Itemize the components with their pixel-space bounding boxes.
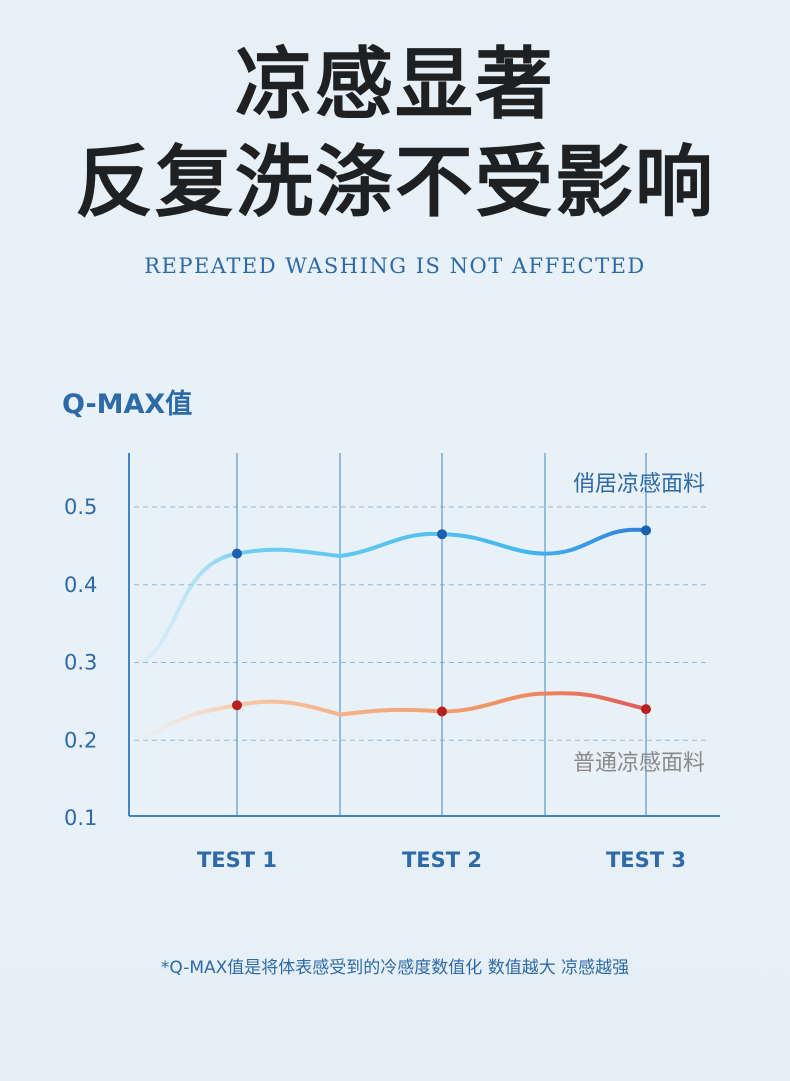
y-tick-label: 0.5 [64, 495, 97, 519]
data-point [437, 529, 447, 540]
data-point [641, 704, 651, 715]
x-tick-label: TEST 2 [402, 848, 482, 872]
data-point [232, 548, 242, 559]
y-tick-label: 0.4 [64, 573, 97, 597]
series-label-2: 普通凉感面料 [573, 751, 705, 776]
y-tick-label: 0.3 [64, 651, 97, 675]
x-tick-label: TEST 3 [606, 848, 686, 872]
x-tick-label: TEST 1 [197, 848, 277, 872]
y-tick-label: 0.1 [64, 806, 97, 830]
subtitle: REPEATED WASHING IS NOT AFFECTED [144, 254, 646, 278]
y-axis-title: Q-MAX值 [62, 389, 193, 420]
y-tick-label: 0.2 [64, 728, 97, 752]
headline-line-2: 反复洗涤不受影响 [74, 137, 715, 228]
data-point [232, 700, 242, 711]
series-line [138, 691, 648, 743]
series-line [138, 527, 648, 665]
footnote: *Q-MAX值是将体表感受到的冷感度数值化 数值越大 凉感越强 [160, 958, 630, 978]
data-point [641, 525, 651, 536]
series-label-1: 俏居凉感面料 [573, 472, 705, 497]
data-point [437, 706, 447, 717]
headline-line-1: 凉感显著 [234, 39, 555, 130]
